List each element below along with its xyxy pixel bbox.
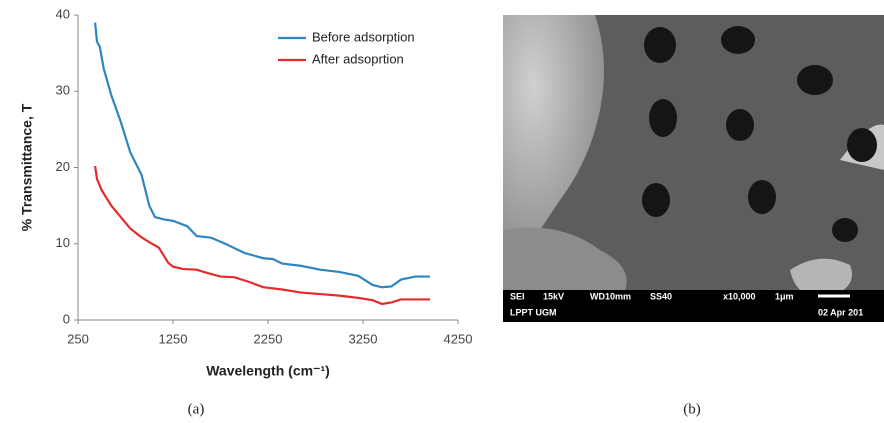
- micrograph-label: x10,000: [723, 291, 756, 301]
- caption: (a): [188, 401, 205, 417]
- y-tick-label: 20: [56, 159, 70, 174]
- micrograph-label: WD10mm: [590, 291, 631, 301]
- micrograph-label: 02 Apr 201: [818, 307, 863, 317]
- x-tick-label: 1250: [159, 331, 188, 346]
- x-tick-label: 4250: [444, 331, 473, 346]
- y-tick-label: 30: [56, 83, 70, 98]
- legend-label: After adsoprtion: [312, 51, 404, 66]
- y-tick-label: 0: [63, 311, 70, 326]
- y-tick-label: 40: [56, 6, 70, 21]
- caption: (b): [683, 401, 701, 417]
- y-tick-label: 10: [56, 235, 70, 250]
- y-axis-title: % Transmittance, T: [19, 103, 35, 231]
- x-tick-label: 2250: [254, 331, 283, 346]
- micrograph-label: LPPT UGM: [510, 307, 557, 317]
- x-tick-label: 250: [67, 331, 89, 346]
- x-axis-title: Wavelength (cm⁻¹): [206, 363, 330, 379]
- micrograph-label: 1μm: [775, 291, 794, 301]
- micrograph-label: SEI: [510, 291, 525, 301]
- micrograph-label: 15kV: [543, 291, 564, 301]
- x-tick-label: 3250: [349, 331, 378, 346]
- micrograph-label: SS40: [650, 291, 672, 301]
- figure: 0 10 20 30 40 250 1250 2250 3250 4250 Wavelength (…: [0, 0, 884, 423]
- legend-label: Before adsorption: [312, 29, 415, 44]
- sem-image: [503, 15, 884, 322]
